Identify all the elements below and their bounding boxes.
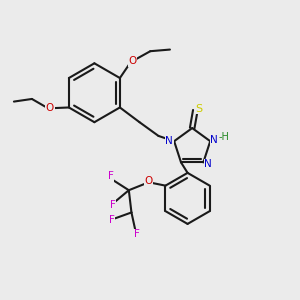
Text: N: N xyxy=(210,135,218,145)
Text: F: F xyxy=(109,215,115,225)
Text: O: O xyxy=(144,176,153,186)
Text: F: F xyxy=(134,230,140,239)
Text: N: N xyxy=(165,136,173,146)
Text: O: O xyxy=(46,103,54,113)
Text: S: S xyxy=(196,104,203,114)
Text: N: N xyxy=(204,159,212,169)
Text: F: F xyxy=(110,200,116,210)
Text: F: F xyxy=(108,172,114,182)
Text: O: O xyxy=(128,56,136,66)
Text: -H: -H xyxy=(218,132,230,142)
